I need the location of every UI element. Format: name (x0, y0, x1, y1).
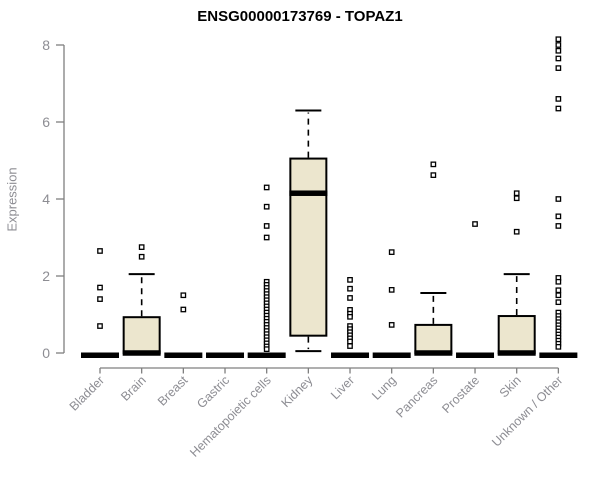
median-line (122, 350, 161, 356)
outlier-point (97, 323, 103, 329)
outlier-point (555, 287, 562, 294)
outlier-point (138, 244, 145, 250)
outlier-point (97, 284, 103, 291)
outlier-point (263, 234, 270, 241)
outlier-point (347, 338, 353, 345)
chart-title: ENSG00000173769 - TOPAZ1 (197, 8, 403, 25)
outlier-point (97, 248, 103, 254)
y-tick-label: 0 (42, 345, 50, 361)
median-line (414, 350, 453, 356)
outlier-point (430, 172, 437, 178)
box (289, 157, 328, 337)
outlier-point (555, 47, 562, 54)
collapsed-box (539, 352, 578, 358)
outlier-point (555, 105, 562, 112)
boxplot-pancreas (414, 161, 453, 356)
outlier-point (347, 295, 353, 301)
outlier-point (347, 276, 353, 283)
outlier-point (555, 299, 562, 306)
x-tick-label-unknown-other: Unknown / Other (489, 373, 565, 449)
outlier-point (180, 306, 187, 313)
outlier-point (180, 292, 187, 299)
collapsed-box (456, 352, 495, 358)
outlier-point (388, 249, 395, 255)
boxplot-breast (164, 292, 203, 358)
outlier-point (555, 65, 562, 71)
outlier-point (513, 228, 520, 235)
outlier-point (555, 36, 562, 43)
x-tick-label-pancreas: Pancreas (393, 373, 440, 420)
median-line (497, 350, 536, 356)
outlier-point (555, 213, 562, 220)
boxplot-brain (122, 244, 161, 356)
outlier-point (138, 253, 145, 260)
outlier-point (347, 285, 353, 292)
outlier-point (555, 223, 562, 229)
x-tick-label-lung: Lung (369, 373, 399, 403)
outlier-point (347, 343, 353, 349)
boxplot-kidney (289, 109, 328, 353)
outlier-point (513, 195, 520, 202)
y-tick-label: 8 (42, 37, 50, 53)
x-tick-label-liver: Liver (328, 373, 357, 402)
x-tick-label-skin: Skin (497, 373, 524, 400)
x-tick-label-brain: Brain (118, 373, 149, 404)
median-line (289, 190, 328, 196)
x-tick-label-breast: Breast (155, 373, 191, 409)
collapsed-box (331, 352, 370, 358)
outlier-point (263, 346, 270, 353)
outlier-point (347, 313, 353, 320)
collapsed-box (206, 352, 245, 358)
x-tick-label-gastric: Gastric (194, 373, 232, 411)
box (497, 315, 536, 355)
outlier-point (472, 221, 478, 227)
y-tick-label: 4 (42, 191, 50, 207)
x-tick-label-prostate: Prostate (439, 373, 482, 416)
y-tick-label: 6 (42, 114, 50, 130)
x-tick-label-kidney: Kidney (279, 373, 316, 410)
collapsed-box (372, 352, 411, 358)
outlier-point (555, 42, 562, 48)
outlier-point (555, 278, 562, 285)
boxplot-hematopoietic-cells (247, 184, 286, 358)
outlier-point (555, 343, 562, 350)
outlier-point (555, 96, 562, 102)
outlier-point (97, 296, 103, 302)
outlier-point (263, 184, 270, 191)
outlier-point (430, 161, 437, 168)
outlier-point (263, 203, 270, 210)
collapsed-box (164, 352, 203, 358)
outlier-point (555, 292, 562, 299)
box (414, 323, 453, 354)
boxplot-gastric (206, 352, 245, 358)
x-tick-label-hematopoietic-cells: Hematopoietic cells (187, 373, 274, 460)
x-tick-label-bladder: Bladder (67, 373, 107, 413)
collapsed-box (81, 352, 119, 358)
y-tick-label: 2 (42, 268, 50, 284)
outlier-point (388, 322, 395, 328)
boxplot-prostate (456, 221, 495, 358)
boxplot-liver (331, 276, 370, 358)
outlier-point (555, 55, 562, 62)
boxplot-unknown-other (539, 36, 578, 358)
outlier-point (513, 190, 520, 197)
boxplot-bladder (81, 248, 119, 358)
boxplot-lung (372, 249, 411, 358)
outlier-point (263, 223, 270, 229)
box (122, 316, 161, 355)
boxplot-skin (497, 190, 536, 356)
collapsed-box (247, 352, 286, 358)
outlier-point (388, 287, 395, 293)
y-axis: 0 2 4 6 8 (42, 37, 65, 361)
outlier-point (555, 196, 562, 202)
